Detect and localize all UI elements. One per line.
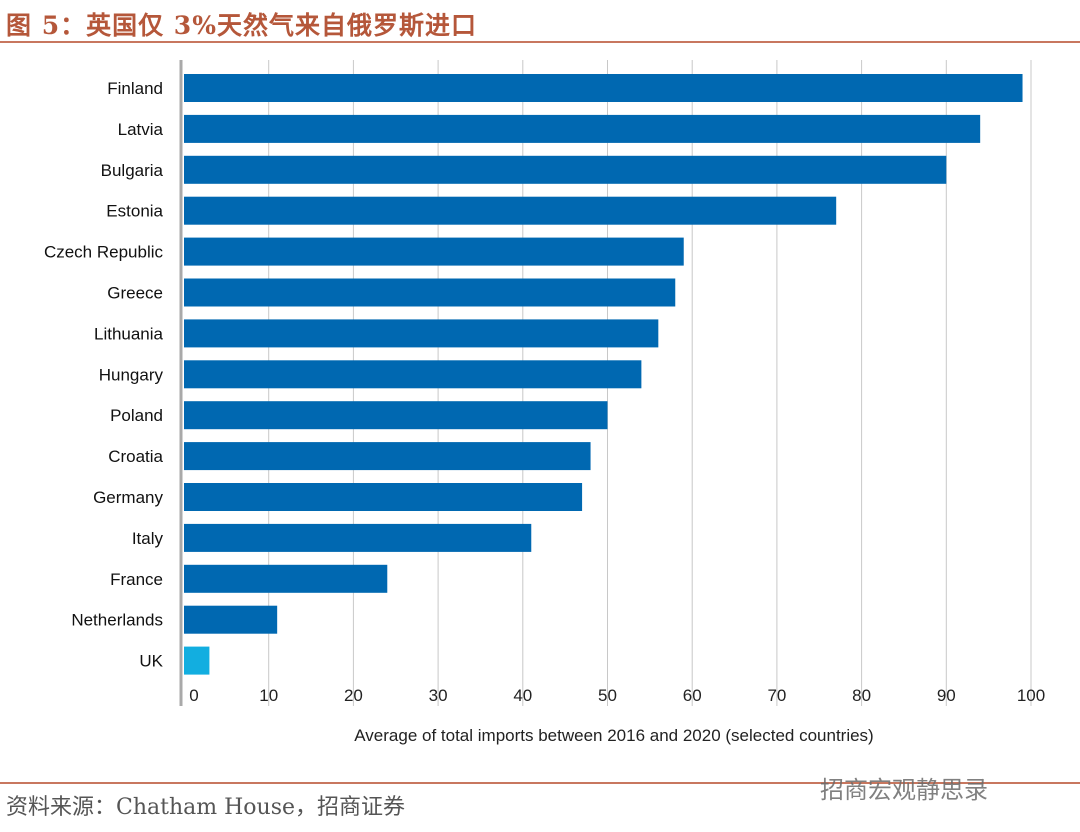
category-label: Germany	[93, 488, 163, 507]
x-tick-label: 100	[1017, 686, 1045, 705]
bar-finland	[184, 74, 1023, 102]
category-label: UK	[139, 652, 163, 671]
x-tick-label: 80	[852, 686, 871, 705]
category-label: Croatia	[108, 447, 163, 466]
category-label: Bulgaria	[101, 161, 164, 180]
bar-lithuania	[184, 319, 659, 348]
x-tick-label: 60	[683, 686, 702, 705]
x-tick-label: 40	[513, 686, 532, 705]
category-label: Italy	[132, 529, 164, 548]
x-tick-label: 20	[344, 686, 363, 705]
bar-bulgaria	[184, 155, 947, 184]
category-label: Lithuania	[94, 324, 164, 343]
bars	[184, 74, 1023, 675]
category-label: Hungary	[99, 365, 164, 384]
bar-estonia	[184, 196, 837, 225]
source-note: 资料来源：Chatham House，招商证券	[6, 795, 406, 820]
category-label: Latvia	[118, 120, 164, 139]
bar-czech-republic	[184, 237, 684, 266]
figure-title: 图 5：英国仅 3%天然气来自俄罗斯进口	[6, 11, 477, 40]
category-label: Estonia	[106, 202, 163, 221]
bar-netherlands	[184, 605, 278, 634]
x-tick-labels: 0 10 20 30 40 50 60 70 80 90 100	[189, 686, 1045, 705]
category-label: Finland	[107, 79, 163, 98]
category-label: Czech Republic	[44, 243, 164, 262]
x-tick-label: 90	[937, 686, 956, 705]
header-divider	[0, 41, 1080, 43]
x-axis-label: Average of total imports between 2016 an…	[354, 726, 873, 745]
footer-divider	[0, 782, 1080, 784]
bar-croatia	[184, 442, 591, 471]
category-label: Poland	[110, 406, 163, 425]
bar-greece	[184, 278, 676, 307]
category-labels: Finland Latvia Bulgaria Estonia Czech Republ…	[44, 79, 164, 671]
category-label: France	[110, 570, 163, 589]
bar-italy	[184, 523, 532, 552]
bar-hungary	[184, 360, 642, 389]
x-tick-label: 0	[189, 686, 198, 705]
bar-uk	[184, 646, 210, 675]
bar-germany	[184, 483, 583, 511]
category-label: Greece	[107, 284, 163, 303]
watermark: 招商宏观静思录	[820, 776, 988, 804]
bar-chart: Finland Latvia Bulgaria Estonia Czech Republ…	[44, 60, 1045, 745]
bar-poland	[184, 401, 608, 430]
x-tick-label: 50	[598, 686, 617, 705]
bar-france	[184, 564, 388, 593]
category-label: Netherlands	[71, 611, 163, 630]
x-tick-label: 30	[429, 686, 448, 705]
x-tick-label: 70	[767, 686, 786, 705]
bar-latvia	[184, 114, 981, 143]
x-tick-label: 10	[259, 686, 278, 705]
